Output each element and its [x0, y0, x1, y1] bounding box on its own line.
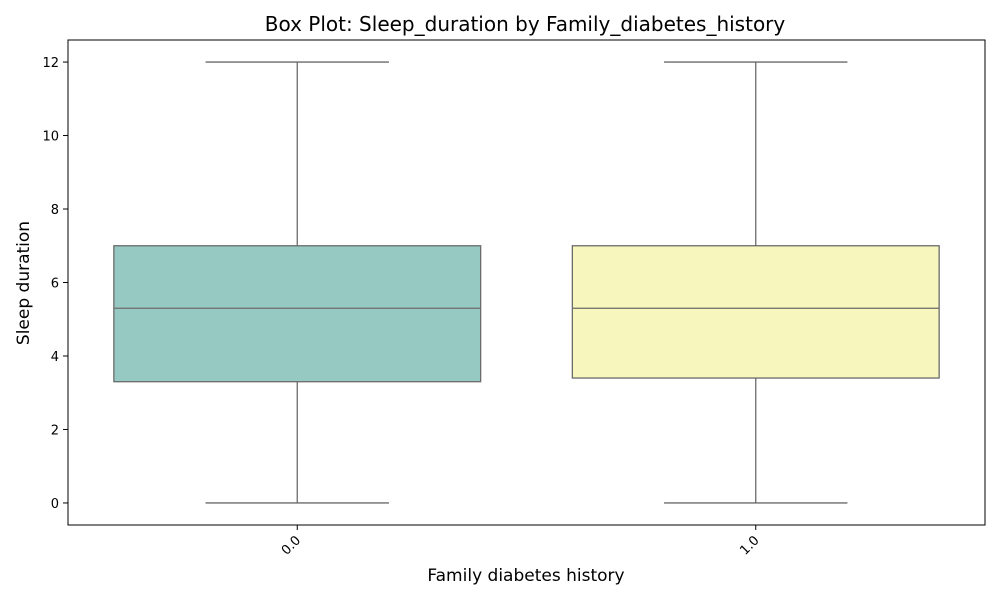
- y-tick-label: 0: [51, 497, 59, 512]
- y-tick-label: 8: [51, 203, 59, 218]
- chart-title: Box Plot: Sleep_duration by Family_diabe…: [265, 12, 786, 36]
- y-tick-label: 6: [51, 277, 59, 292]
- iqr-box: [113, 245, 482, 383]
- box-0.0: [113, 61, 482, 504]
- y-tick-label: 12: [42, 56, 59, 71]
- x-axis: 0.0 1.0: [279, 525, 763, 558]
- y-axis: 0 2 4 6 8 10 12: [42, 56, 68, 512]
- x-tick-label: 1.0: [737, 533, 762, 558]
- x-axis-label: Family diabetes history: [427, 566, 624, 586]
- x-tick-label: 0.0: [279, 533, 304, 558]
- box-1.0: [571, 61, 940, 504]
- y-tick-label: 4: [51, 350, 59, 365]
- y-tick-label: 2: [51, 423, 59, 438]
- iqr-box: [571, 245, 940, 379]
- y-axis-label: Sleep duration: [14, 221, 34, 345]
- y-tick-label: 10: [42, 130, 59, 145]
- boxes-group: [113, 61, 940, 504]
